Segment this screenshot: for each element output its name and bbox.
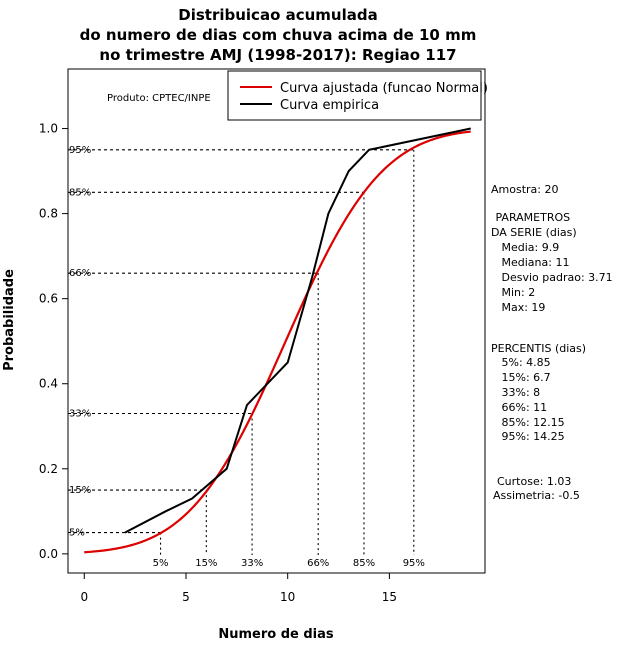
- chart-title-line-2: do numero de dias com chuva acima de 10 …: [80, 26, 477, 44]
- stats-line: PARAMETROS: [492, 211, 570, 224]
- empirical-curve: [124, 127, 471, 534]
- percentile-label-bottom: 15%: [195, 558, 217, 569]
- percentile-label-left: 95%: [69, 145, 91, 156]
- percentile-label-left: 85%: [69, 187, 91, 198]
- chart-title-line-1: Distribuicao acumulada: [178, 6, 377, 24]
- percentile-label-bottom: 66%: [307, 558, 329, 569]
- x-axis-title: Numero de dias: [218, 627, 334, 642]
- fitted-normal-curve: [84, 130, 471, 554]
- percentile-label-left: 33%: [69, 409, 91, 420]
- x-tick-label: 5: [182, 590, 190, 604]
- percentile-label-left: 15%: [69, 485, 91, 496]
- stats-line: 15%: 6.7: [491, 371, 551, 384]
- stats-line: Media: 9.9: [491, 241, 559, 254]
- statistics-panel: Amostra: 20 PARAMETROS DA SERIE (dias) Me…: [491, 183, 613, 502]
- legend-item-fitted: Curva ajustada (funcao Normal): [280, 81, 488, 96]
- y-tick-label: 0.8: [39, 207, 58, 221]
- legend: Curva ajustada (funcao Normal) Curva emp…: [227, 70, 488, 121]
- stats-line: Amostra: 20: [491, 183, 558, 196]
- x-tick-label: 10: [280, 590, 295, 604]
- y-tick-label: 0.6: [39, 292, 58, 306]
- stats-line: Min: 2: [491, 286, 535, 299]
- percentile-label-bottom: 85%: [353, 558, 375, 569]
- stats-line: 66%: 11: [491, 401, 547, 414]
- legend-item-empirical: Curva empirica: [280, 98, 379, 113]
- stats-line: Mediana: 11: [491, 256, 569, 269]
- y-tick-label: 0.4: [39, 377, 58, 391]
- percentile-label-left: 66%: [69, 268, 91, 279]
- percentile-label-left: 5%: [69, 528, 85, 539]
- legend-box: [227, 70, 482, 121]
- y-tick-label: 0.0: [39, 547, 58, 561]
- stats-line: 95%: 14.25: [491, 430, 565, 443]
- stats-line: Desvio padrao: 3.71: [491, 271, 613, 284]
- product-label: Produto: CPTEC/INPE: [107, 93, 211, 104]
- y-tick-label: 0.2: [39, 462, 58, 476]
- stats-line: DA SERIE (dias): [491, 226, 577, 239]
- x-tick-label: 0: [80, 590, 88, 604]
- plot-area-frame: [67, 68, 486, 574]
- percentile-label-bottom: 33%: [241, 558, 263, 569]
- chart-title-line-3: no trimestre AMJ (1998-2017): Regiao 117: [99, 46, 456, 64]
- y-tick-label: 1.0: [39, 122, 58, 136]
- stats-line: Max: 19: [491, 301, 545, 314]
- y-axis-title: Probabilidade: [2, 269, 17, 371]
- stats-line: Curtose: 1.03: [497, 475, 571, 488]
- stats-line: Assimetria: -0.5: [493, 489, 580, 502]
- stats-line: PERCENTIS (dias): [491, 342, 586, 355]
- percentile-label-bottom: 5%: [153, 558, 169, 569]
- stats-line: 33%: 8: [491, 386, 540, 399]
- stats-line: 5%: 4.85: [491, 356, 551, 369]
- percentile-label-bottom: 95%: [403, 558, 425, 569]
- stats-line: 85%: 12.15: [491, 416, 565, 429]
- x-tick-label: 15: [382, 590, 397, 604]
